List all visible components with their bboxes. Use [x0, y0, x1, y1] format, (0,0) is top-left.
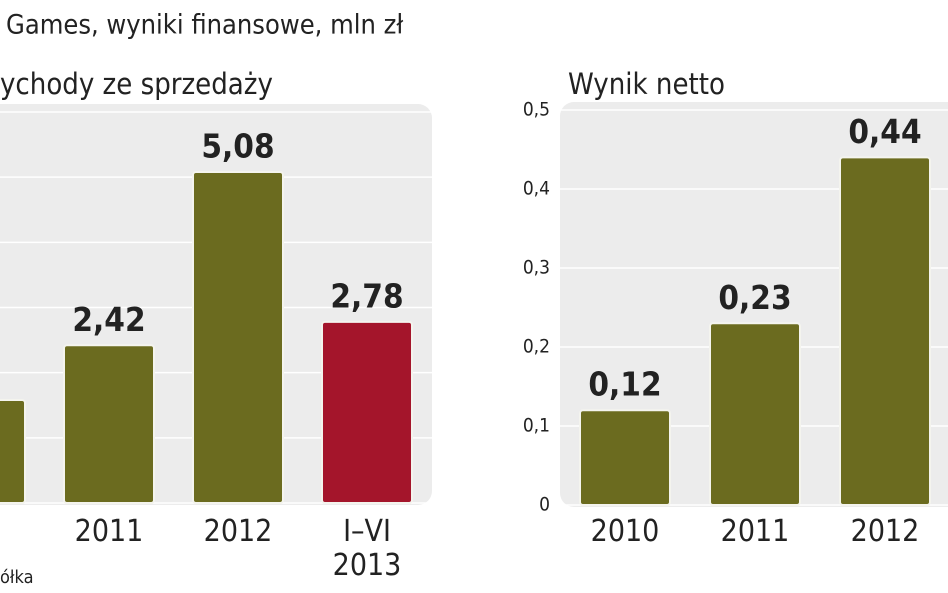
page-title: Games, wyniki finansowe, mln zł — [6, 10, 403, 41]
x-tick-label: 0 — [0, 515, 35, 549]
bar — [192, 170, 284, 504]
y-tick-label: 0,3 — [523, 257, 550, 279]
bar — [63, 344, 155, 504]
x-tick-label: 2011 — [74, 514, 144, 549]
y-tick-label: 0,2 — [523, 336, 550, 358]
x-tick-label: 2012 — [850, 514, 920, 549]
bar — [709, 322, 801, 506]
bar — [579, 409, 671, 507]
x-tick-label: 2012 — [203, 514, 273, 549]
y-tick-label: 0,1 — [523, 415, 550, 437]
y-tick-label: 0,4 — [523, 178, 550, 200]
chart-title: Wynik netto — [568, 67, 725, 101]
bar — [321, 320, 413, 504]
x-tick-label: I–VI 2013 — [332, 514, 402, 583]
y-tick-label: 0 — [539, 494, 550, 516]
y-tick-label: 0,5 — [523, 99, 550, 121]
value-label: 2,78 — [330, 276, 403, 315]
bar — [0, 399, 26, 504]
value-label: 5,08 — [201, 126, 274, 165]
source: ółka — [0, 567, 34, 588]
value-label: 0,12 — [588, 365, 661, 404]
chart-title: ychody ze sprzedaży — [0, 67, 273, 101]
bar — [839, 156, 931, 506]
x-tick-label: 2011 — [720, 514, 790, 549]
value-label: 2,42 — [72, 300, 145, 339]
value-label: 0,23 — [718, 278, 791, 317]
x-tick-label: 2010 — [590, 514, 660, 549]
value-label: 0,44 — [848, 112, 921, 151]
